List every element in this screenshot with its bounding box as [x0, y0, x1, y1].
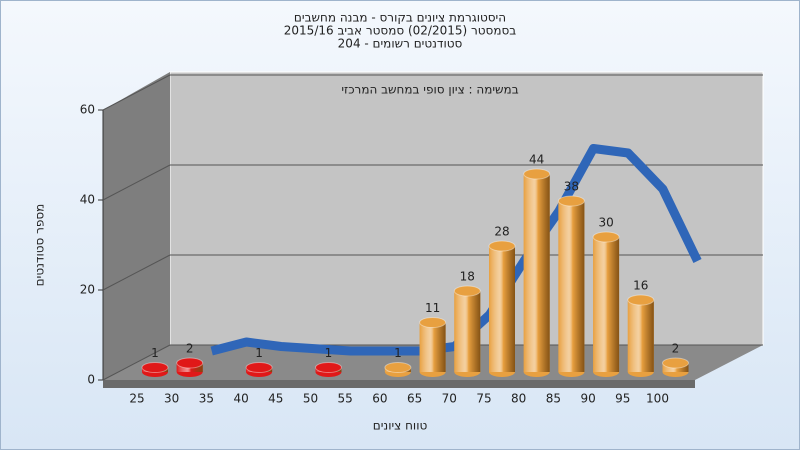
value-label: 28	[494, 225, 509, 239]
x-tick-label: 55	[338, 392, 353, 406]
value-label: 2	[672, 342, 680, 356]
annotation: במשימה : ציון סופי במחשב המרכזי	[341, 83, 518, 97]
value-label: 1	[394, 346, 402, 360]
x-tick-label: 35	[199, 392, 214, 406]
bar-top	[141, 362, 169, 373]
x-tick-label: 40	[233, 392, 248, 406]
x-tick-label: 30	[164, 392, 179, 406]
bar-shade	[419, 322, 446, 372]
x-tick-label: 85	[546, 392, 561, 406]
y-tick-label: 40	[80, 193, 95, 207]
x-tick-label: 70	[442, 392, 457, 406]
value-label: 1	[151, 346, 159, 360]
chart-title: בסמסטר (02/2015) סמסטר אביב 2015/16	[284, 24, 516, 38]
x-tick-label: 90	[580, 392, 595, 406]
bar-shade	[627, 300, 654, 372]
x-tick-label: 60	[372, 392, 387, 406]
x-tick-label: 100	[646, 392, 669, 406]
value-label: 2	[186, 342, 194, 356]
value-label: 30	[598, 216, 613, 230]
bar-top	[523, 168, 551, 180]
side-wall	[103, 72, 170, 380]
y-axis-label: מספר סטודנטים	[33, 204, 47, 287]
bar-top	[557, 195, 585, 207]
bar-shade	[454, 291, 481, 372]
bar-shade	[593, 237, 620, 372]
bar-top	[488, 240, 516, 252]
grid-line	[102, 254, 171, 291]
grid-line	[102, 344, 171, 381]
bar-shade	[523, 174, 550, 372]
bar-shade	[558, 201, 585, 372]
bar-top	[662, 357, 689, 369]
value-label: 16	[633, 279, 648, 293]
x-axis-label: טווח ציונים	[373, 419, 428, 433]
bar-top	[419, 317, 447, 328]
bar-top	[592, 231, 620, 243]
bar-top	[627, 294, 655, 306]
x-tick-label: 95	[615, 392, 630, 406]
x-tick-label: 65	[407, 392, 422, 406]
x-tick-label: 75	[476, 392, 491, 406]
value-label: 1	[255, 346, 263, 360]
bar-top	[245, 362, 273, 373]
x-tick-label: 45	[268, 392, 283, 406]
value-label: 38	[564, 180, 579, 194]
x-tick-label: 80	[511, 392, 526, 406]
bar-top	[176, 357, 204, 369]
y-tick-label: 20	[80, 283, 95, 297]
value-label: 11	[425, 301, 440, 315]
value-label: 18	[460, 270, 475, 284]
chart-title: היסטוגרמת ציונים בקורס - מבנה מחשבים	[294, 11, 506, 25]
y-tick-label: 60	[80, 103, 95, 117]
bar-top	[315, 362, 342, 373]
chart-title: סטודנטים רשומים - 204	[338, 37, 463, 51]
bar-top	[384, 362, 412, 373]
floor-edge	[103, 380, 695, 388]
bar-top	[453, 285, 481, 297]
grid-line	[102, 74, 171, 111]
x-tick-label: 25	[129, 392, 144, 406]
x-tick-label: 50	[303, 392, 318, 406]
y-tick-label: 0	[87, 373, 95, 387]
grid-line	[102, 164, 171, 201]
value-label: 1	[325, 346, 333, 360]
bar-shade	[489, 246, 515, 372]
value-label: 44	[529, 153, 544, 167]
